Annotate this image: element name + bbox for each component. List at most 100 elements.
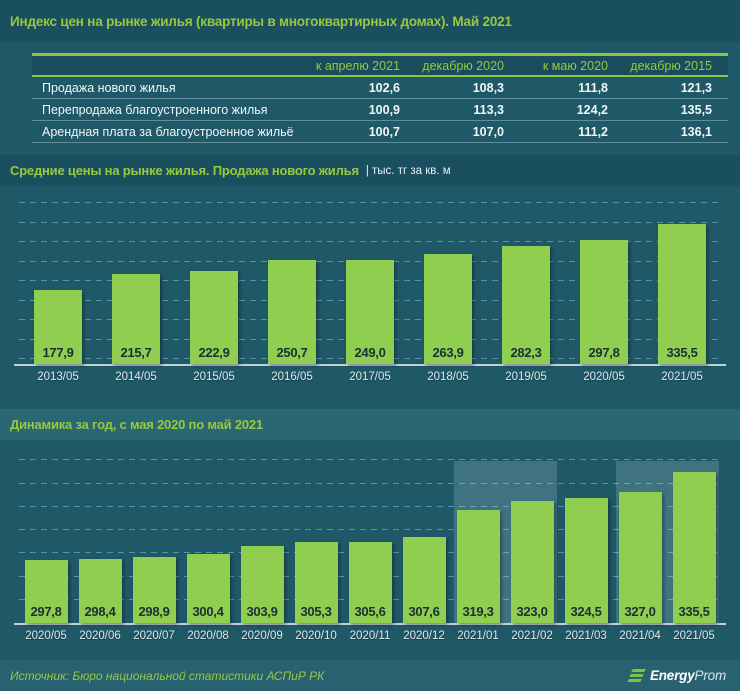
bar-column: 324,5 xyxy=(559,455,613,623)
row-value: 108,3 xyxy=(472,80,504,95)
chart1-x-labels: 2013/05 2014/05 2015/05 2016/05 2017/05 2018/… xyxy=(19,366,721,388)
row-value: 124,2 xyxy=(576,102,608,117)
bar-column: 215,7 xyxy=(97,189,175,364)
row-value: 111,2 xyxy=(578,124,608,139)
gridline xyxy=(19,529,721,531)
row-label: Перепродажа благоустроенного жилья xyxy=(42,102,268,117)
gridline xyxy=(19,221,721,223)
bar-value-label: 215,7 xyxy=(120,345,152,360)
x-tick-label: 2014/05 xyxy=(115,371,157,383)
bar-column: 177,9 xyxy=(19,189,97,364)
x-tick-label: 2016/05 xyxy=(271,371,313,383)
bar: 319,3 xyxy=(456,510,500,623)
bar-column: 335,5 xyxy=(643,189,721,364)
bar-value-label: 298,4 xyxy=(84,604,116,619)
bar-value-label: 250,7 xyxy=(276,345,308,360)
x-tick-label: 2018/05 xyxy=(427,371,469,383)
bar-value-label: 335,5 xyxy=(678,604,710,619)
bar-column: 319,3 xyxy=(451,455,505,623)
bar-value-label: 298,9 xyxy=(138,604,170,619)
chart1-plot-area: 177,9 215,7 222,9 250,7 249,0 263,9 282,3 297,8… xyxy=(19,189,721,364)
bar: 249,0 xyxy=(346,260,394,364)
bar-column: 323,0 xyxy=(505,455,559,623)
bar-column: 307,6 xyxy=(397,455,451,623)
bar: 297,8 xyxy=(24,560,68,623)
bar-column: 298,9 xyxy=(127,455,181,623)
x-tick-label: 2020/08 xyxy=(187,630,229,642)
table-header-row: к апрелю 2021 декабрю 2020 к маю 2020 декаб… xyxy=(32,56,728,77)
section-avg-unit-text: | тыс. тг за кв. м xyxy=(365,164,451,177)
footer-bar: Источник: Бюро национальной статистики А… xyxy=(0,660,740,691)
x-tick-label: 2020/06 xyxy=(79,630,121,642)
table-row: Продажа нового жилья 102,6 108,3 111,8 121,3 xyxy=(32,77,728,99)
bar: 215,7 xyxy=(112,274,160,364)
header-banner: Индекс цен на рынке жилья (квартиры в мн… xyxy=(0,0,740,42)
gridline xyxy=(19,459,721,461)
row-value: 111,8 xyxy=(578,80,608,95)
bar-column: 305,6 xyxy=(343,455,397,623)
bar-value-label: 263,9 xyxy=(432,345,464,360)
bar: 324,5 xyxy=(564,498,608,623)
x-tick-label: 2019/05 xyxy=(505,371,547,383)
bar-value-label: 177,9 xyxy=(42,345,74,360)
bar-column: 300,4 xyxy=(181,455,235,623)
bar-value-label: 324,5 xyxy=(570,604,602,619)
bar: 282,3 xyxy=(502,246,550,364)
bar: 222,9 xyxy=(190,271,238,364)
bar: 335,5 xyxy=(658,224,706,364)
bar-column: 297,8 xyxy=(19,455,73,623)
energyprom-logo: EnergyProm xyxy=(627,668,726,683)
page-title: Индекс цен на рынке жилья (квартиры в мн… xyxy=(10,13,512,29)
bar: 298,4 xyxy=(78,559,122,623)
bar: 335,5 xyxy=(672,472,716,623)
row-value: 100,9 xyxy=(368,102,400,117)
x-tick-label: 2021/05 xyxy=(673,630,715,642)
bar: 323,0 xyxy=(510,501,554,623)
row-label: Продажа нового жилья xyxy=(42,80,176,95)
bar-value-label: 300,4 xyxy=(192,604,224,619)
gridline xyxy=(19,505,721,507)
x-tick-label: 2021/03 xyxy=(565,630,607,642)
energyprom-logo-icon xyxy=(627,669,646,682)
table-top-rule xyxy=(32,53,728,56)
bar: 263,9 xyxy=(424,254,472,364)
bar: 303,9 xyxy=(240,546,284,623)
bar-column: 249,0 xyxy=(331,189,409,364)
bar: 307,6 xyxy=(402,537,446,623)
chart-average-prices: 177,9 215,7 222,9 250,7 249,0 263,9 282,3 297,8… xyxy=(14,189,726,388)
bar-value-label: 327,0 xyxy=(624,604,656,619)
bar-value-label: 303,9 xyxy=(246,604,278,619)
bar: 305,3 xyxy=(294,542,338,623)
section-dynamics-title-text: Динамика за год, с мая 2020 по май 2021 xyxy=(10,417,263,432)
bar-value-label: 323,0 xyxy=(516,604,548,619)
x-tick-label: 2020/05 xyxy=(583,371,625,383)
section-avg-title-text: Средние цены на рынке жилья. Продажа нов… xyxy=(10,163,359,178)
bar-value-label: 319,3 xyxy=(462,604,494,619)
table-column-header: к апрелю 2021 xyxy=(315,58,400,73)
bar-value-label: 305,3 xyxy=(300,604,332,619)
table-row: Перепродажа благоустроенного жилья 100,9 1… xyxy=(32,99,728,121)
logo-text-bold: Energy xyxy=(649,668,695,683)
table-column-header: декабрю 2015 xyxy=(630,58,712,73)
row-value: 107,0 xyxy=(472,124,504,139)
bar-column: 222,9 xyxy=(175,189,253,364)
bar: 300,4 xyxy=(186,554,230,623)
section-title-dynamics: Динамика за год, с мая 2020 по май 2021 xyxy=(0,409,740,440)
price-index-table: к апрелю 2021 декабрю 2020 к маю 2020 декаб… xyxy=(32,53,728,143)
x-tick-label: 2020/05 xyxy=(25,630,67,642)
row-value: 136,1 xyxy=(680,124,712,139)
bar: 327,0 xyxy=(618,492,662,623)
gridline xyxy=(19,202,721,203)
bar-value-label: 222,9 xyxy=(198,345,230,360)
bar-column: 305,3 xyxy=(289,455,343,623)
section-title-avg-prices: Средние цены на рынке жилья. Продажа нов… xyxy=(0,155,740,186)
bar-column: 263,9 xyxy=(409,189,487,364)
bar: 305,6 xyxy=(348,542,392,623)
bar: 250,7 xyxy=(268,260,316,364)
bar-column: 297,8 xyxy=(565,189,643,364)
x-tick-label: 2020/12 xyxy=(403,630,445,642)
gridline xyxy=(19,241,721,242)
x-tick-label: 2020/09 xyxy=(241,630,283,642)
bar-value-label: 307,6 xyxy=(408,604,440,619)
